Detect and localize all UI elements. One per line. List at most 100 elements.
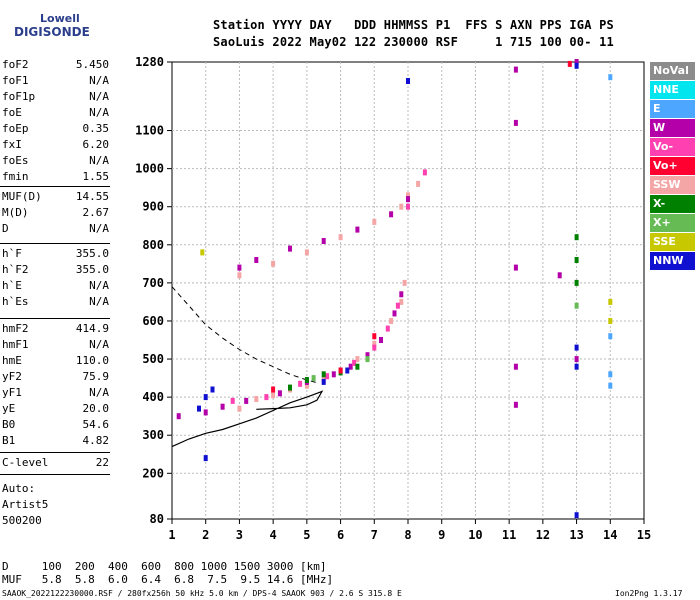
param-label: yE [2, 402, 16, 415]
param-foes: foEs N/A [2, 154, 109, 170]
echo-point-nnw [574, 363, 579, 370]
echo-point-nnw [321, 378, 326, 385]
muf-distance-row: D 100 200 400 600 800 1000 1500 3000 [km… [2, 560, 327, 573]
y-tick-label: 700 [142, 276, 164, 290]
echo-point-x- [288, 384, 292, 391]
echo-point-w [379, 337, 383, 343]
echo-point-ssw [355, 356, 360, 363]
echo-point-ssw [237, 405, 242, 412]
echo-point-ssw [416, 180, 421, 187]
echo-point-vo- [406, 203, 410, 210]
echo-point-ssw [304, 249, 309, 256]
param-value: 355.0 [75, 247, 109, 260]
param-value: N/A [89, 74, 109, 87]
header-line-1: Station YYYY DAY DDD HHMMSS P1 FFS S AXN… [213, 18, 614, 32]
scaling-artist: Artist5 [2, 498, 49, 511]
echo-point-w [331, 371, 336, 378]
param-value: N/A [89, 154, 109, 167]
muf-frequency-row: MUF 5.8 5.8 6.0 6.4 6.8 7.5 9.5 14.6 [MH… [2, 573, 334, 586]
param-d: D N/A [2, 222, 109, 238]
echo-point-w [220, 403, 225, 410]
echo-point-nnw [203, 455, 208, 462]
param-label: hmE [2, 354, 22, 367]
param-label: MUF(D) [2, 190, 42, 203]
y-tick-label: 500 [142, 352, 164, 366]
x-tick-label: 14 [603, 528, 617, 542]
echo-point-x- [311, 375, 316, 382]
param-label: foE [2, 106, 22, 119]
param-muf-d-: MUF(D) 14.55 [2, 190, 109, 206]
param-label: foF2 [2, 58, 29, 71]
legend-item-noval: NoVal [650, 62, 695, 80]
x-tick-label: 2 [202, 528, 209, 542]
legend-item-sse: SSE [650, 233, 695, 251]
echo-point-w [513, 363, 518, 370]
echo-point-ssw [338, 234, 343, 241]
echo-point-ssw [389, 318, 394, 324]
legend-item-e: E [650, 100, 695, 118]
x-tick-label: 1 [168, 528, 175, 542]
echo-point-w [399, 291, 404, 298]
file-info-footer: SAAOK_2022122230000.RSF / 280fx256h 50 k… [2, 589, 402, 598]
x-tick-label: 15 [637, 528, 651, 542]
param-h-es: h`Es N/A [2, 295, 109, 311]
legend-item-vo-: Vo+ [650, 157, 695, 175]
logo-lowell: Lowell [40, 12, 80, 25]
param-c-level: C-level 22 [2, 456, 109, 472]
x-tick-label: 11 [502, 528, 516, 542]
param-label: B0 [2, 418, 16, 431]
param-value: N/A [89, 106, 109, 119]
param-fmin: fmin 1.55 [2, 170, 109, 186]
param-value: N/A [89, 222, 109, 235]
legend-item-nnw: NNW [650, 252, 695, 270]
echo-point-x- [355, 363, 360, 370]
header-line-2: SaoLuis 2022 May02 122 230000 RSF 1 715 … [213, 35, 614, 49]
param-foep: foEp 0.35 [2, 122, 109, 138]
echo-point-e [608, 333, 613, 340]
x-tick-label: 10 [468, 528, 482, 542]
echo-point-ssw [304, 382, 309, 389]
echo-point-e [608, 382, 613, 389]
echo-point-vo- [338, 367, 343, 374]
y-tick-label: 1100 [135, 124, 164, 138]
parameter-separator [0, 474, 110, 475]
param-label: foF1p [2, 90, 36, 103]
param-label: foF1 [2, 74, 29, 87]
echo-point-vo- [372, 333, 377, 340]
param-label: yF1 [2, 386, 22, 399]
x-tick-label: 6 [337, 528, 344, 542]
echo-point-x- [574, 279, 579, 286]
echo-point-ssw [254, 396, 259, 402]
x-tick-label: 8 [404, 528, 411, 542]
parameter-separator [0, 243, 110, 244]
param-label: B1 [2, 434, 16, 447]
echo-point-x- [574, 302, 579, 309]
x-tick-label: 13 [569, 528, 583, 542]
param-label: h`Es [2, 295, 29, 308]
y-tick-label: 1280 [135, 55, 164, 69]
param-label: hmF1 [2, 338, 29, 351]
param-label: h`F2 [2, 263, 29, 276]
param-hmf1: hmF1 N/A [2, 338, 109, 354]
echo-point-w [513, 66, 518, 73]
echo-point-vo- [271, 386, 276, 393]
param-label: foEp [2, 122, 29, 135]
echo-point-nnw [197, 405, 201, 412]
echo-point-ssw [372, 218, 377, 225]
param-fof1p: foF1p N/A [2, 90, 109, 106]
echo-point-nnw [345, 367, 350, 374]
param-value: 110.0 [75, 354, 109, 367]
echo-point-x- [574, 234, 579, 241]
echo-point-sse [608, 318, 613, 324]
echo-point-w [557, 272, 562, 279]
scaling-code: 500200 [2, 514, 42, 527]
param-label: C-level [2, 456, 49, 469]
echo-point-w [355, 226, 360, 233]
echo-point-w [176, 413, 181, 420]
param-value: 14.55 [75, 190, 109, 203]
param-b1: B1 4.82 [2, 434, 109, 450]
y-tick-label: 600 [142, 314, 164, 328]
parameter-separator [0, 186, 110, 187]
echo-point-ssw [372, 340, 377, 347]
param-hmf2: hmF2 414.9 [2, 322, 109, 338]
